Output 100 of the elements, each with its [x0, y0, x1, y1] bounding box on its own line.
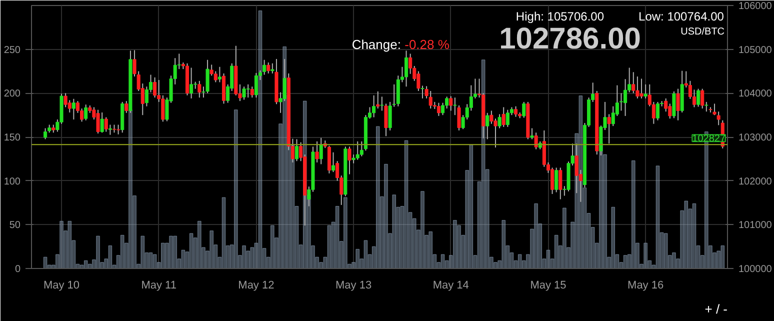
bar: [193, 238, 198, 268]
candlestick: [522, 101, 526, 118]
bar: [116, 255, 120, 268]
bar: [656, 166, 660, 268]
candlestick: [486, 112, 490, 140]
bar: [388, 233, 392, 268]
bar: [185, 252, 190, 268]
candlestick: [449, 96, 453, 112]
bar: [68, 220, 72, 268]
bar: [477, 181, 482, 268]
candlestick: [190, 67, 194, 99]
bar: [603, 154, 607, 268]
bar: [242, 245, 246, 268]
candlestick: [108, 124, 112, 136]
text: + / -: [704, 302, 728, 316]
bar: [522, 260, 526, 268]
bar: [449, 255, 453, 268]
bar: [88, 264, 92, 268]
bar: [490, 256, 494, 268]
y2-tick-label: 105000: [738, 44, 772, 56]
bar: [376, 126, 380, 268]
x-tick-label: May 14: [432, 280, 469, 292]
annotation: 102786.00: [499, 22, 641, 56]
bar: [615, 254, 620, 268]
candlestick: [514, 106, 518, 118]
candlestick: [676, 88, 680, 121]
bar: [607, 256, 611, 268]
bar: [542, 258, 546, 268]
x-tick-label: May 10: [43, 280, 80, 292]
bar: [181, 250, 186, 268]
candlestick: [404, 50, 408, 88]
bar: [384, 164, 388, 268]
candlestick: [506, 109, 510, 128]
candlestick: [315, 140, 319, 163]
candlestick: [72, 98, 76, 120]
candlestick: [294, 138, 299, 162]
bar: [372, 246, 376, 268]
bar: [222, 197, 226, 268]
bar: [408, 212, 412, 268]
bar: [47, 264, 52, 268]
bar: [664, 233, 668, 268]
bar: [473, 255, 478, 268]
candlestick: [246, 84, 250, 98]
bar: [356, 248, 360, 268]
bar: [440, 254, 445, 268]
candlestick: [84, 104, 88, 121]
candlestick: [656, 101, 660, 121]
bar: [416, 230, 420, 268]
candlestick: [153, 76, 157, 98]
y-tick-label: 150: [4, 132, 21, 144]
bar: [156, 262, 161, 268]
bar: [250, 247, 254, 268]
candlestick: [331, 152, 336, 173]
candlestick: [68, 100, 72, 113]
bar: [672, 252, 676, 268]
bar: [644, 242, 648, 268]
bar: [108, 245, 112, 268]
bar: [558, 245, 562, 268]
candlestick: [206, 59, 210, 94]
x-tick-label: May 15: [530, 280, 566, 292]
bar: [202, 247, 206, 268]
bar: [424, 234, 428, 268]
candlestick: [640, 78, 644, 99]
bar: [526, 254, 530, 268]
bar: [632, 160, 636, 268]
bar: [469, 144, 474, 268]
bar: [640, 264, 644, 268]
bar: [611, 206, 615, 268]
annotation: High: 105706.00: [516, 9, 604, 24]
bar: [538, 224, 542, 268]
bar: [214, 244, 218, 268]
bar: [590, 227, 595, 268]
candlestick: [558, 167, 562, 200]
candlestick: [96, 109, 100, 134]
candlestick: [664, 98, 668, 112]
bar: [412, 218, 416, 268]
bar: [52, 264, 56, 268]
bar: [720, 245, 725, 268]
y2-tick-label: 101000: [738, 220, 772, 232]
bar: [453, 220, 457, 268]
y-tick-label: 100: [4, 176, 21, 188]
bar: [92, 259, 96, 268]
bar: [348, 264, 352, 268]
bar: [380, 196, 384, 268]
bar: [315, 256, 319, 268]
candlestick: [319, 137, 323, 165]
bar: [294, 206, 299, 268]
bar: [56, 254, 60, 268]
bar: [586, 213, 591, 268]
x-tick-label: May 12: [238, 280, 274, 292]
y2-tick-label: 104000: [738, 88, 772, 100]
bar: [700, 255, 704, 268]
bar: [218, 256, 222, 268]
candlestick: [266, 62, 270, 74]
bar: [688, 208, 692, 268]
bar: [680, 210, 684, 268]
candlestick: [327, 145, 331, 174]
bar: [570, 222, 574, 268]
candlestick: [716, 111, 720, 126]
x-tick-label: May 16: [628, 280, 664, 292]
